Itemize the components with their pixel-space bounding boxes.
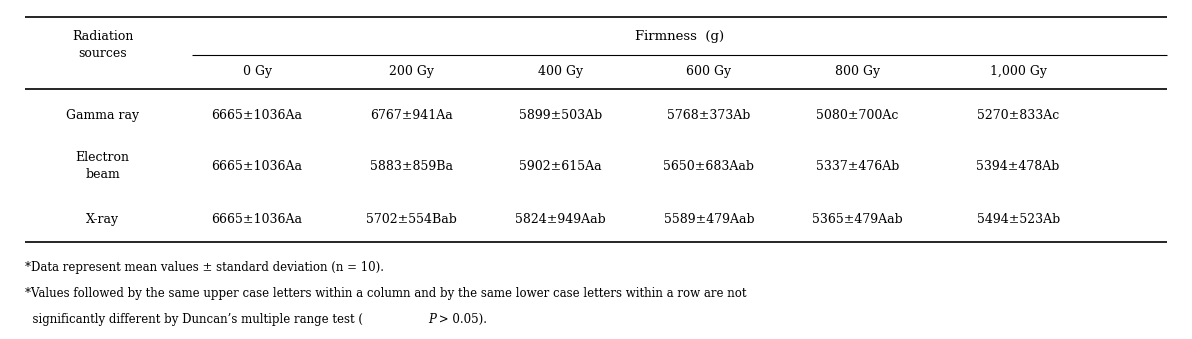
Text: 6665±1036Aa: 6665±1036Aa [211,160,303,173]
Text: 5337±476Ab: 5337±476Ab [817,160,899,173]
Text: Radiation
sources: Radiation sources [72,30,134,60]
Text: 5824±949Aab: 5824±949Aab [515,214,606,226]
Text: 5365±479Aab: 5365±479Aab [812,214,904,226]
Text: P: P [429,313,436,326]
Text: significantly different by Duncan’s multiple range test (: significantly different by Duncan’s mult… [25,313,364,326]
Text: Gamma ray: Gamma ray [66,109,139,122]
Text: 6767±941Aa: 6767±941Aa [371,109,453,122]
Text: 5899±503Ab: 5899±503Ab [519,109,602,122]
Text: 200 Gy: 200 Gy [389,65,434,79]
Text: 6665±1036Aa: 6665±1036Aa [211,214,303,226]
Text: 400 Gy: 400 Gy [538,65,583,79]
Text: 5589±479Aab: 5589±479Aab [664,214,755,226]
Text: 5270±833Ac: 5270±833Ac [977,109,1060,122]
Text: X-ray: X-ray [86,214,119,226]
Text: *Values followed by the same upper case letters within a column and by the same : *Values followed by the same upper case … [25,287,746,300]
Text: *Data represent mean values ± standard deviation (n = 10).: *Data represent mean values ± standard d… [25,260,384,274]
Text: 6665±1036Aa: 6665±1036Aa [211,109,303,122]
Text: 1,000 Gy: 1,000 Gy [989,65,1047,79]
Text: 0 Gy: 0 Gy [242,65,272,79]
Text: 5494±523Ab: 5494±523Ab [976,214,1060,226]
Text: 5080±700Ac: 5080±700Ac [817,109,899,122]
Text: > 0.05).: > 0.05). [435,313,488,326]
Text: 5902±615Aa: 5902±615Aa [519,160,602,173]
Text: Electron
beam: Electron beam [75,151,130,181]
Text: 5883±859Ba: 5883±859Ba [371,160,453,173]
Text: 5650±683Aab: 5650±683Aab [664,160,755,173]
Text: 600 Gy: 600 Gy [687,65,732,79]
Text: 800 Gy: 800 Gy [836,65,880,79]
Text: 5768±373Ab: 5768±373Ab [668,109,751,122]
Text: Firmness  (g): Firmness (g) [634,30,724,43]
Text: 5702±554Bab: 5702±554Bab [366,214,457,226]
Text: 5394±478Ab: 5394±478Ab [976,160,1060,173]
